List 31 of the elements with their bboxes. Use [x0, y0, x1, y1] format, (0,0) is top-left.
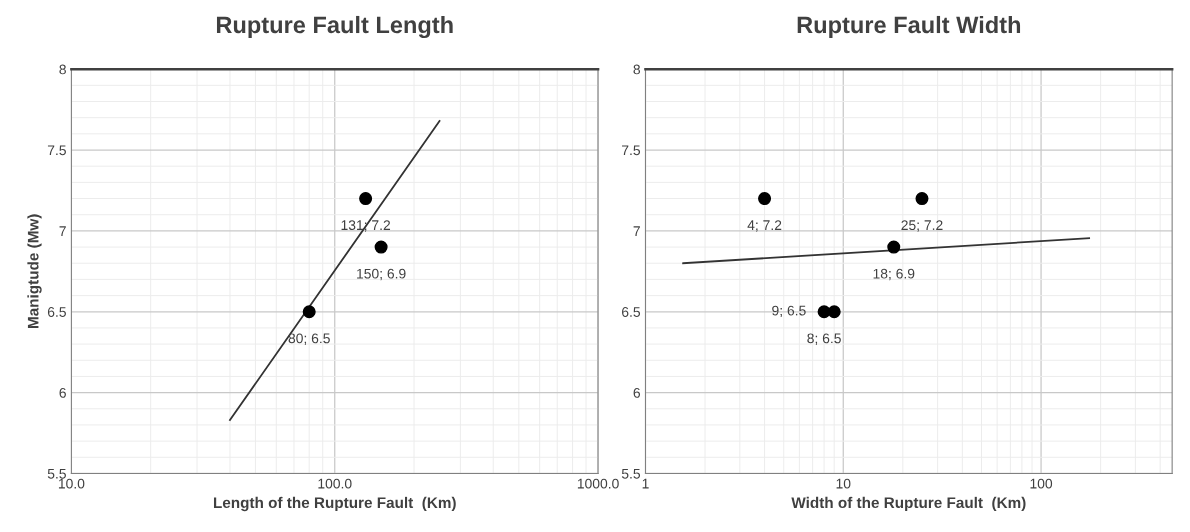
y-tick-label: 7 — [59, 226, 66, 236]
y-tick-label: 7 — [633, 226, 640, 236]
y-tick-label: 5.5 — [621, 468, 641, 479]
data-label: 8; 6.5 — [807, 333, 841, 345]
y-tick-label: 6 — [633, 387, 640, 398]
data-label: 18; 6.9 — [873, 268, 915, 281]
x-tick-label: 1 — [642, 478, 649, 489]
y-axis-title: Manigtude (Mw) — [27, 214, 42, 328]
x-tick-label: 10.0 — [58, 478, 85, 489]
data-label: 9; 6.5 — [772, 305, 806, 318]
data-label: 25; 7.2 — [901, 220, 943, 232]
data-label: 80; 6.5 — [288, 333, 330, 345]
data-label: 4; 7.2 — [747, 220, 782, 232]
y-tick-label: 8 — [59, 64, 66, 75]
y-tick-label: 7.5 — [622, 145, 641, 156]
y-tick-label: 7.5 — [47, 145, 66, 156]
x-tick-label: 1000.0 — [577, 478, 619, 489]
y-tick-label: 6 — [59, 387, 66, 398]
y-tick-label: 6.5 — [47, 307, 66, 317]
x-axis-title: Width of the Rupture Fault (Km) — [791, 496, 1026, 512]
x-tick-label: 10 — [836, 478, 851, 489]
y-tick-label: 5.5 — [47, 468, 66, 479]
data-label: 150; 6.9 — [357, 268, 406, 281]
chart-title: Rupture Fault Length — [216, 15, 453, 39]
y-tick-label: 6.5 — [622, 307, 641, 317]
y-tick-label: 8 — [633, 64, 641, 75]
x-axis-title: Length of the Rupture Fault (Km) — [213, 496, 456, 512]
x-tick-label: 100.0 — [318, 478, 352, 489]
data-label: 131; 7.2 — [341, 220, 391, 232]
chart-title: Rupture Fault Width — [797, 15, 1021, 38]
x-tick-label: 100 — [1030, 478, 1053, 489]
